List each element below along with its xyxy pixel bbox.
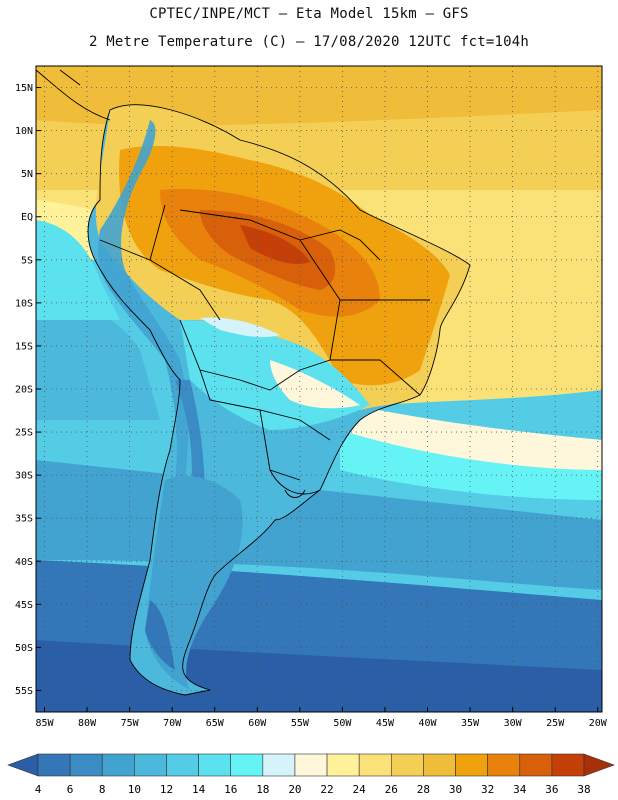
colorbar-swatch	[37, 753, 71, 777]
colorbar-swatch	[262, 753, 296, 777]
lon-tick-label: 70W	[163, 718, 182, 729]
colorbar-label: 26	[385, 783, 398, 796]
colorbar-swatch	[166, 753, 199, 777]
colorbar-swatch	[69, 753, 103, 777]
coastline-borders	[36, 69, 471, 696]
colorbar-label: 12	[160, 783, 173, 796]
colorbar-swatch	[551, 753, 585, 777]
lat-tick-label: 25S	[15, 428, 33, 439]
colorbar-label: 20	[288, 783, 301, 796]
lat-tick-label: 55S	[15, 686, 33, 697]
colorbar-label: 34	[513, 783, 527, 796]
lon-tick-label: 55W	[291, 718, 310, 729]
colorbar-swatch	[390, 753, 424, 777]
lon-tick-label: 60W	[248, 718, 267, 729]
colorbar-swatch	[358, 753, 392, 777]
lat-tick-label: 40S	[15, 557, 33, 568]
colorbar-swatch	[134, 753, 167, 777]
colorbar-label: 38	[577, 783, 590, 796]
lon-tick-label: 50W	[333, 718, 352, 729]
lat-tick-label: 15S	[15, 341, 33, 352]
map-title-line1: CPTEC/INPE/MCT – Eta Model 15km – GFS	[149, 6, 469, 22]
colorbar-label: 16	[224, 783, 237, 796]
lon-tick-label: 65W	[206, 718, 225, 729]
colorbar-label: 36	[545, 783, 558, 796]
lat-tick-label: EQ	[21, 212, 33, 223]
colorbar-label: 24	[353, 783, 367, 796]
colorbar-swatch	[230, 753, 264, 777]
lon-tick-label: 30W	[504, 718, 523, 729]
colorbar-label: 4	[35, 783, 42, 796]
lat-tick-label: 15N	[15, 83, 33, 94]
colorbar-min-arrow	[7, 753, 39, 777]
colorbar-label: 28	[417, 783, 430, 796]
lon-tick-label: 80W	[78, 718, 97, 729]
colorbar-label: 14	[192, 783, 206, 796]
colorbar-swatch	[487, 753, 521, 777]
colorbar-label: 10	[128, 783, 141, 796]
colorbar-label: 30	[449, 783, 462, 796]
lon-tick-label: 45W	[376, 718, 395, 729]
lon-tick-label: 35W	[461, 718, 480, 729]
lat-tick-label: 45S	[15, 600, 33, 611]
lat-tick-label: 20S	[15, 385, 33, 396]
longitude-labels: 85W 80W 75W 70W 65W 60W 55W 50W 45W 40W 35W 30W 25W 2…	[35, 707, 608, 729]
lat-tick-label: 5N	[21, 169, 33, 180]
lon-tick-label: 25W	[546, 718, 565, 729]
colorbar-swatch	[198, 753, 232, 777]
lat-tick-label: 50S	[15, 643, 33, 654]
colorbar: 4 6 8 10 12 14 16 18 20 22 24 26 28 30 32 34 36 38	[7, 753, 615, 796]
latitude-labels: 15N 10N 5N EQ 5S 10S 15S 20S 25S 30S 35S 40S 45S 50S 5…	[15, 83, 41, 697]
colorbar-swatch	[423, 753, 456, 777]
temperature-field	[36, 66, 602, 712]
colorbar-swatch	[455, 753, 488, 777]
lat-tick-label: 10N	[15, 126, 33, 137]
colorbar-swatch	[294, 753, 328, 777]
colorbar-swatch	[519, 753, 553, 777]
lon-tick-label: 20W	[589, 718, 608, 729]
land-temperature	[88, 104, 471, 696]
colorbar-label: 8	[99, 783, 106, 796]
colorbar-label: 6	[67, 783, 74, 796]
lon-tick-label: 75W	[121, 718, 140, 729]
colorbar-label: 18	[256, 783, 269, 796]
lat-tick-label: 5S	[21, 255, 33, 266]
lon-tick-label: 40W	[418, 718, 437, 729]
lat-tick-label: 10S	[15, 298, 33, 309]
lon-tick-label: 85W	[35, 718, 54, 729]
colorbar-label: 32	[481, 783, 494, 796]
lat-tick-label: 30S	[15, 471, 33, 482]
colorbar-label: 22	[320, 783, 333, 796]
map-title-line2: 2 Metre Temperature (C) – 17/08/2020 12U…	[88, 34, 530, 50]
colorbar-swatch	[101, 753, 135, 777]
lat-tick-label: 35S	[15, 514, 33, 525]
colorbar-swatch	[326, 753, 360, 777]
colorbar-max-arrow	[583, 753, 615, 777]
